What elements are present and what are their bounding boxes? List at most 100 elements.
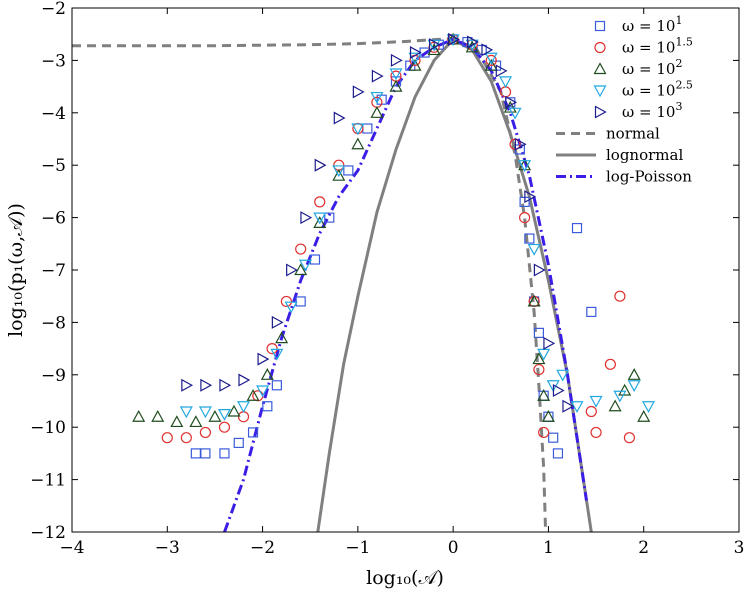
data-point <box>613 390 627 403</box>
data-point <box>585 405 597 418</box>
y-tick-label: −11 <box>30 471 66 491</box>
data-point <box>332 165 346 178</box>
data-point <box>286 263 298 277</box>
data-point <box>294 263 308 276</box>
data-point <box>313 216 327 228</box>
y-axis-label: log₁₀(p₁(ω,𝒜)) <box>5 203 27 337</box>
data-point <box>260 368 274 380</box>
data-point <box>518 160 532 172</box>
series <box>161 33 636 444</box>
data-point <box>533 327 545 338</box>
data-point <box>179 406 193 419</box>
plot-marks <box>72 32 655 532</box>
data-point <box>181 378 194 392</box>
data-point <box>627 380 641 393</box>
data-point <box>537 389 551 401</box>
data-point <box>499 76 513 89</box>
x-tick-label: 3 <box>734 538 745 558</box>
legend-label-exponent: 1 <box>675 14 682 27</box>
data-point <box>266 343 278 355</box>
data-point <box>208 409 222 422</box>
y-tick-label: −9 <box>41 366 66 386</box>
legend-label: normal <box>606 125 660 143</box>
y-tick-label: −7 <box>41 261 66 281</box>
data-point <box>200 378 213 392</box>
data-point <box>389 79 403 92</box>
data-point <box>408 52 422 65</box>
data-point <box>270 348 284 361</box>
data-point <box>586 306 597 318</box>
data-point <box>351 123 365 136</box>
legend-label-exponent: 2.5 <box>675 79 693 92</box>
data-point <box>332 168 346 181</box>
legend-label-exponent: 1.5 <box>675 36 693 49</box>
data-point <box>362 123 373 134</box>
x-tick-label: 2 <box>638 538 649 558</box>
data-point <box>389 68 403 81</box>
reference-curve-log-poisson <box>223 37 588 532</box>
y-tick-label: −2 <box>41 0 66 19</box>
legend-label: ω = 101 <box>622 14 682 35</box>
data-point <box>627 368 641 380</box>
data-point <box>161 432 173 444</box>
data-point <box>370 91 384 104</box>
legend-label-exponent: 3 <box>675 100 682 113</box>
data-point <box>370 106 384 118</box>
data-point <box>524 190 537 204</box>
data-point <box>570 401 584 413</box>
data-point <box>589 395 603 408</box>
x-tick-label: −3 <box>155 538 180 558</box>
legend-label: ω = 102 <box>622 57 682 78</box>
legend-marker <box>594 105 607 119</box>
data-point <box>218 421 231 433</box>
data-point <box>614 290 626 302</box>
data-point <box>562 399 575 413</box>
data-point <box>427 39 441 52</box>
data-point <box>519 212 531 224</box>
data-point <box>390 76 402 87</box>
data-point <box>262 401 273 412</box>
data-point <box>257 352 270 366</box>
data-point <box>246 389 260 401</box>
data-point <box>280 295 292 308</box>
data-point <box>309 254 321 265</box>
y-tick-label: −8 <box>41 313 66 333</box>
legend-label: ω = 102.5 <box>622 79 693 100</box>
data-point <box>533 263 546 277</box>
data-point <box>538 426 550 439</box>
data-point <box>236 401 251 413</box>
data-point <box>604 358 616 370</box>
legend-label-exponent: 2 <box>675 57 682 70</box>
data-point <box>351 137 365 150</box>
x-tick-label: −2 <box>250 538 275 558</box>
data-point <box>543 336 556 350</box>
data-point <box>514 137 527 151</box>
data-point <box>180 432 192 444</box>
data-point <box>151 409 165 422</box>
x-tick-label: 1 <box>543 538 554 558</box>
data-point <box>219 378 232 392</box>
data-point <box>132 409 146 422</box>
series <box>179 34 655 421</box>
data-point <box>527 243 541 256</box>
data-point <box>446 34 460 47</box>
y-tick-label: −5 <box>41 156 66 176</box>
legend-marker <box>593 62 607 75</box>
data-point <box>484 58 498 71</box>
data-point <box>623 432 636 444</box>
series <box>181 32 575 413</box>
data-point <box>227 404 241 417</box>
data-point <box>484 52 498 65</box>
data-point <box>238 373 251 387</box>
data-point <box>275 331 289 344</box>
series <box>190 34 597 459</box>
data-point <box>481 43 494 57</box>
data-point <box>284 301 298 314</box>
data-point <box>314 158 327 172</box>
data-point <box>505 95 518 109</box>
reference-curve-lognormal <box>316 37 593 532</box>
data-point <box>271 380 282 391</box>
legend-label: ω = 101.5 <box>622 36 693 57</box>
y-tick-label: −4 <box>41 104 66 124</box>
